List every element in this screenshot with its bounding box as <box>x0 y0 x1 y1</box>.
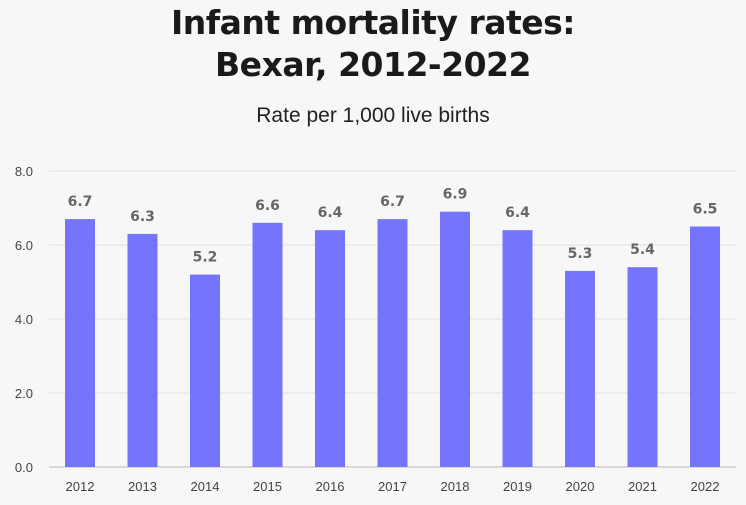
bar <box>315 230 345 467</box>
x-tick-label: 2017 <box>378 479 407 494</box>
y-tick-label: 8.0 <box>15 164 33 179</box>
x-tick-label: 2014 <box>191 479 220 494</box>
bar <box>190 274 220 467</box>
data-label: 5.4 <box>630 242 655 258</box>
bar <box>377 219 408 467</box>
y-tick-label: 2.0 <box>15 386 33 401</box>
x-tick-label: 2018 <box>441 479 470 494</box>
data-label: 6.3 <box>130 209 155 225</box>
x-tick-label: 2021 <box>628 479 657 494</box>
bar <box>252 222 283 467</box>
chart-subtitle: Rate per 1,000 live births <box>256 104 490 127</box>
bar <box>65 219 95 467</box>
data-label: 5.2 <box>193 250 218 266</box>
y-tick-label: 0.0 <box>15 460 33 475</box>
data-label: 6.4 <box>505 205 530 221</box>
bar <box>502 230 533 467</box>
data-label: 6.9 <box>443 187 468 203</box>
data-label: 6.7 <box>380 194 405 210</box>
x-tick-label: 2013 <box>128 479 157 494</box>
data-label: 6.5 <box>693 202 718 218</box>
y-tick-label: 6.0 <box>15 238 33 253</box>
bar <box>690 226 720 467</box>
chart-title-line-1: Infant mortality rates: <box>171 3 575 42</box>
data-label: 5.3 <box>568 246 593 262</box>
bar <box>627 267 658 467</box>
x-tick-label: 2022 <box>691 479 720 494</box>
bar <box>440 211 470 467</box>
x-tick-label: 2012 <box>66 479 95 494</box>
x-tick-label: 2019 <box>503 479 532 494</box>
x-tick-label: 2015 <box>253 479 282 494</box>
chart-title-line-2: Bexar, 2012-2022 <box>215 45 531 84</box>
data-label: 6.7 <box>68 194 93 210</box>
chart-title: Infant mortality rates: Bexar, 2012-2022 <box>0 2 746 86</box>
x-tick-label: 2016 <box>316 479 345 494</box>
data-label: 6.4 <box>318 205 343 221</box>
data-label: 6.6 <box>255 198 280 214</box>
x-tick-label: 2020 <box>566 479 595 494</box>
bar <box>565 270 595 467</box>
bar <box>127 233 158 467</box>
y-tick-label: 4.0 <box>15 312 33 327</box>
